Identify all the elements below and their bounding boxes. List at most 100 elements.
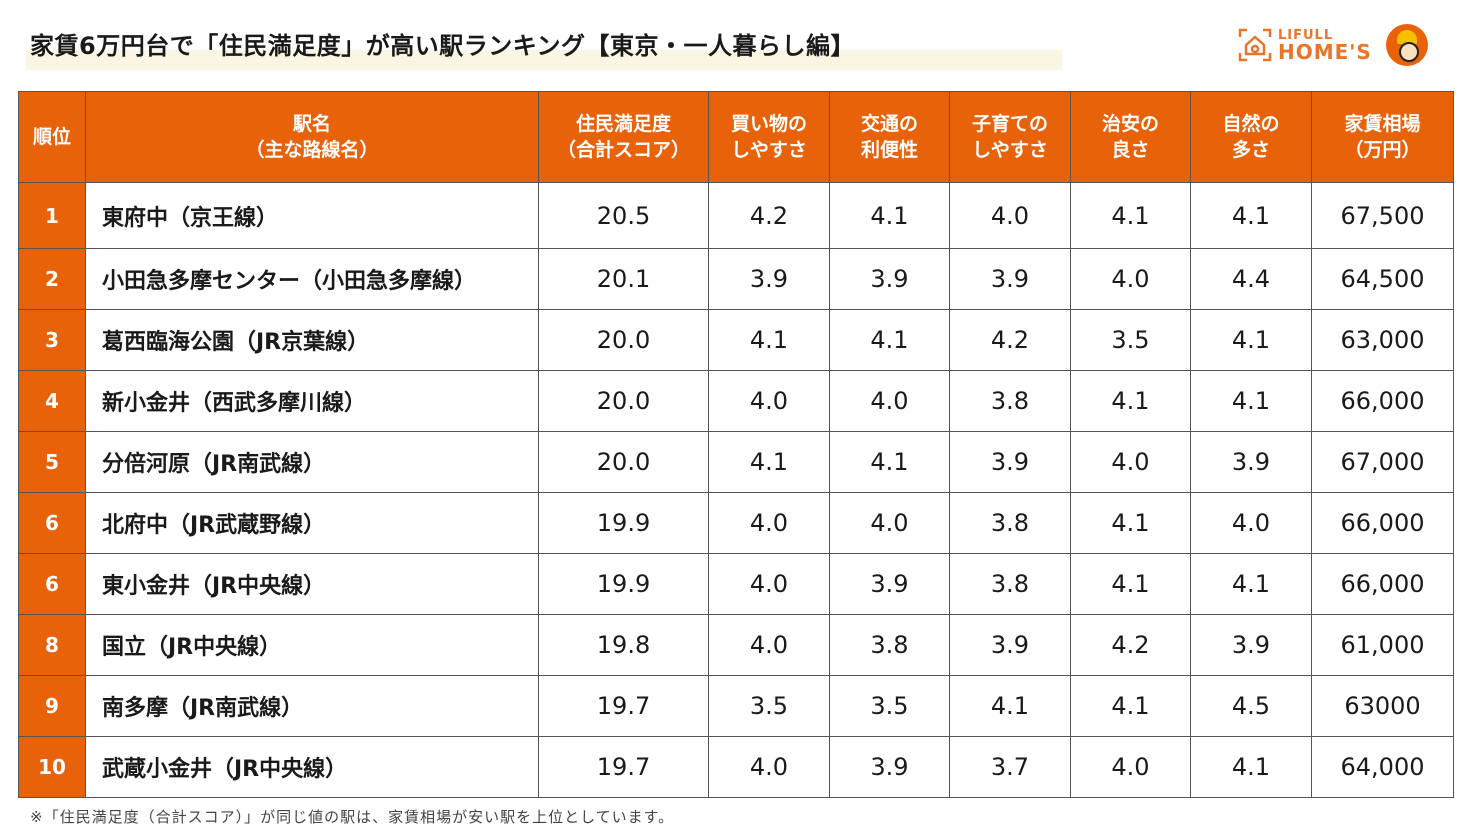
cell-transport: 4.1 [829,431,950,493]
logo-small-text: LIFULL [1278,27,1334,43]
table-row: 2 小田急多摩センター（小田急多摩線） 20.1 3.9 3.9 3.9 4.0 4.4 64,… [18,248,1454,310]
cell-rent: 64,500 [1311,248,1454,310]
cell-nature: 4.1 [1190,182,1312,249]
header-total-score: 住民満足度 （合計スコア） [538,91,709,183]
cell-shopping: 4.1 [708,309,830,371]
header-station-line: （主な路線名） [245,139,379,161]
cell-shopping: 4.0 [708,492,830,554]
table-row: 4 新小金井（西武多摩川線） 20.0 4.0 4.0 3.8 4.1 4.1 66,000 [18,370,1454,432]
header-childcare-line: しやすさ [972,139,1048,161]
cell-total-score: 19.9 [538,492,709,554]
footnote: ※「住民満足度（合計スコア）」が同じ値の駅は、家賃相場が安い駅を上位としています… [30,808,675,826]
header-shopping-line: 買い物の [730,113,807,135]
cell-nature: 4.1 [1190,309,1312,371]
cell-rent: 67,000 [1311,431,1454,493]
table-row: 6 東小金井（JR中央線） 19.9 4.0 3.9 3.8 4.1 4.1 66,000 [18,553,1454,615]
cell-shopping: 4.0 [708,614,830,676]
cell-childcare: 3.8 [949,370,1071,432]
cell-total-score: 20.0 [538,370,709,432]
cell-total-score: 20.0 [538,431,709,493]
header-row: 順位 駅名 （主な路線名） 住民満足度 （合計スコア） 買い物のしやすさ 交通の 利便性 子育て… [18,91,1454,183]
cell-childcare: 3.8 [949,553,1071,615]
cell-childcare: 4.2 [949,309,1071,371]
header-station: 駅名 （主な路線名） [85,91,539,183]
mascot-icon [1385,24,1428,66]
cell-shopping: 4.2 [708,182,830,249]
cell-rent: 67,500 [1311,182,1454,249]
cell-safety: 4.1 [1070,553,1191,615]
cell-total-score: 19.7 [538,736,709,798]
cell-shopping: 3.9 [708,248,830,310]
cell-station: 新小金井（西武多摩川線） [85,370,539,432]
header-rank: 順位 [18,91,86,183]
cell-total-score: 20.0 [538,309,709,371]
cell-transport: 3.9 [829,248,950,310]
cell-rank: 9 [18,675,86,737]
cell-nature: 3.9 [1190,431,1312,493]
table-row: 1 東府中（京王線） 20.5 4.2 4.1 4.0 4.1 4.1 67,500 [18,182,1454,249]
cell-station: 国立（JR中央線） [85,614,539,676]
cell-childcare: 3.8 [949,492,1071,554]
cell-total-score: 20.1 [538,248,709,310]
cell-childcare: 3.9 [949,248,1071,310]
cell-rank: 6 [18,553,86,615]
cell-station: 葛西臨海公園（JR京葉線） [85,309,539,371]
cell-rank: 10 [18,736,86,798]
cell-transport: 3.9 [829,736,950,798]
header-rent-line: 家賃相場 [1344,113,1421,135]
cell-total-score: 19.7 [538,675,709,737]
header-nature-line: 自然の [1222,113,1280,135]
cell-shopping: 4.0 [708,736,830,798]
header-nature-line: 多さ [1231,139,1270,161]
cell-nature: 4.0 [1190,492,1312,554]
cell-childcare: 3.9 [949,614,1071,676]
cell-transport: 4.1 [829,309,950,371]
cell-total-score: 20.5 [538,182,709,249]
cell-shopping: 4.0 [708,553,830,615]
cell-rank: 4 [18,370,86,432]
cell-rent: 66,000 [1311,553,1454,615]
title-highlight [26,50,1062,70]
cell-safety: 4.1 [1070,370,1191,432]
cell-transport: 3.5 [829,675,950,737]
cell-nature: 4.4 [1190,248,1312,310]
cell-nature: 4.1 [1190,370,1312,432]
header-total-score-line: 住民満足度 [575,113,671,135]
cell-total-score: 19.8 [538,614,709,676]
header-childcare: 子育ての しやすさ [949,91,1071,183]
header-nature: 自然の 多さ [1190,91,1312,183]
cell-rank: 6 [18,492,86,554]
cell-safety: 3.5 [1070,309,1191,371]
cell-safety: 4.1 [1070,182,1191,249]
header-transport: 交通の 利便性 [829,91,950,183]
cell-safety: 4.1 [1070,492,1191,554]
cell-rent: 63,000 [1311,309,1454,371]
cell-station: 小田急多摩センター（小田急多摩線） [85,248,539,310]
cell-rent: 63000 [1311,675,1454,737]
header-transport-line: 利便性 [860,139,918,161]
header-station-line: 駅名 [292,113,331,135]
cell-rank: 8 [18,614,86,676]
table-row: 3 葛西臨海公園（JR京葉線） 20.0 4.1 4.1 4.2 3.5 4.1 63,000 [18,309,1454,371]
header-safety: 治安の 良さ [1070,91,1191,183]
header-rent-line: （万円） [1344,139,1421,161]
page-title: 家賃6万円台で「住民満足度」が高い駅ランキング【東京・一人暮らし編】 [30,32,855,60]
cell-transport: 3.9 [829,553,950,615]
cell-rank: 1 [18,182,86,249]
ranking-table: 順位 駅名 （主な路線名） 住民満足度 （合計スコア） 買い物のしやすさ 交通の 利便性 子育て… [18,91,1454,798]
header-childcare-line: 子育ての [971,113,1048,135]
header-shopping-line: しやすさ [731,139,807,161]
cell-nature: 4.5 [1190,675,1312,737]
cell-rent: 61,000 [1311,614,1454,676]
cell-station: 武蔵小金井（JR中央線） [85,736,539,798]
cell-station: 分倍河原（JR南武線） [85,431,539,493]
cell-childcare: 3.7 [949,736,1071,798]
cell-station: 北府中（JR武蔵野線） [85,492,539,554]
cell-station: 東府中（京王線） [85,182,539,249]
cell-rank: 5 [18,431,86,493]
cell-shopping: 4.0 [708,370,830,432]
cell-transport: 3.8 [829,614,950,676]
header-rank-line: 順位 [32,126,71,148]
cell-childcare: 4.0 [949,182,1071,249]
table-row: 9 南多摩（JR南武線） 19.7 3.5 3.5 4.1 4.1 4.5 63000 [18,675,1454,737]
